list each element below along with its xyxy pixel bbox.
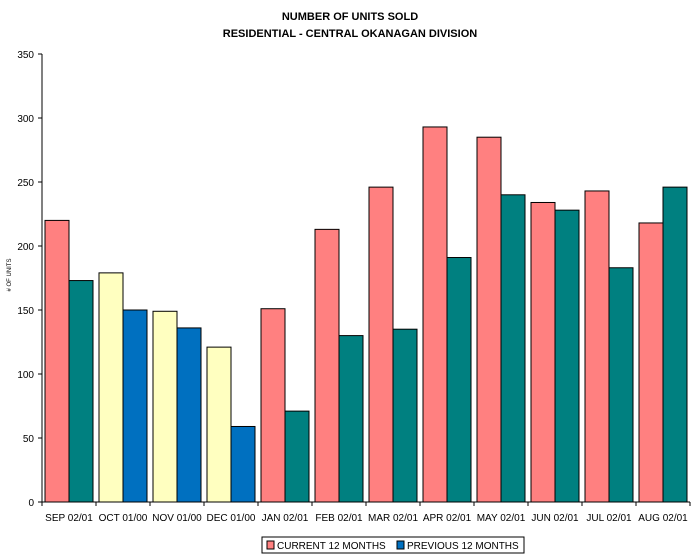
x-tick-label: JUN 02/01 — [531, 513, 579, 524]
plot-area: 0 50 100 150 200 250 300 350 SEP 02/01 OCT 01/00 N… — [17, 50, 691, 524]
bar-previous — [176, 327, 202, 503]
y-tick-label: 100 — [17, 370, 34, 381]
y-tick-label: 350 — [17, 50, 34, 61]
bar-current — [260, 308, 286, 503]
x-tick-label: OCT 01/00 — [99, 513, 148, 524]
x-tick-label: AUG 02/01 — [638, 513, 688, 524]
y-tick-label: 150 — [17, 306, 34, 317]
y-tick-label: 250 — [17, 178, 34, 189]
bar-current — [152, 310, 178, 503]
bar-previous — [122, 309, 148, 503]
legend-label: PREVIOUS 12 MONTHS — [407, 541, 519, 552]
x-tick-label: MAR 02/01 — [368, 513, 418, 524]
bar-current — [44, 219, 70, 503]
bar-current — [638, 222, 664, 503]
bar-previous — [230, 425, 256, 503]
legend-swatch — [396, 540, 405, 550]
bar-previous — [446, 257, 472, 503]
y-axis-label: # OF UNITS — [7, 258, 13, 291]
x-tick-label: FEB 02/01 — [315, 513, 363, 524]
y-tick-label: 300 — [17, 114, 34, 125]
bar-current — [314, 228, 340, 503]
bar-previous — [500, 194, 526, 503]
bar-previous — [392, 328, 418, 503]
bar-current — [584, 190, 610, 503]
bar-current — [422, 126, 448, 503]
y-tick-label: 0 — [28, 498, 34, 509]
x-tick-label: JAN 02/01 — [262, 513, 309, 524]
x-tick-label: MAY 02/01 — [477, 513, 526, 524]
bar-previous — [608, 267, 634, 503]
bar-current — [206, 346, 232, 503]
bar-previous — [284, 410, 310, 503]
y-tick-label: 50 — [23, 434, 35, 445]
x-tick-label: SEP 02/01 — [45, 513, 93, 524]
bar-previous — [662, 186, 688, 503]
x-tick-label: APR 02/01 — [423, 513, 472, 524]
legend: CURRENT 12 MONTHS PREVIOUS 12 MONTHS — [261, 536, 525, 554]
legend-label: CURRENT 12 MONTHS — [277, 541, 386, 552]
bar-current — [368, 186, 394, 503]
x-tick-label: NOV 01/00 — [152, 513, 202, 524]
bar-current — [476, 136, 502, 503]
x-tick-label: JUL 02/01 — [586, 513, 632, 524]
bar-previous — [68, 280, 94, 503]
x-tick-label: DEC 01/00 — [207, 513, 256, 524]
bar-previous — [338, 335, 364, 503]
bar-previous — [554, 209, 580, 503]
bar-current — [98, 272, 124, 503]
bar-current — [530, 201, 556, 503]
chart-title: NUMBER OF UNITS SOLD — [282, 11, 418, 23]
y-tick-label: 200 — [17, 242, 34, 253]
chart-subtitle: RESIDENTIAL - CENTRAL OKANAGAN DIVISION — [223, 28, 477, 40]
legend-swatch — [266, 540, 275, 550]
legend-box — [261, 536, 525, 554]
